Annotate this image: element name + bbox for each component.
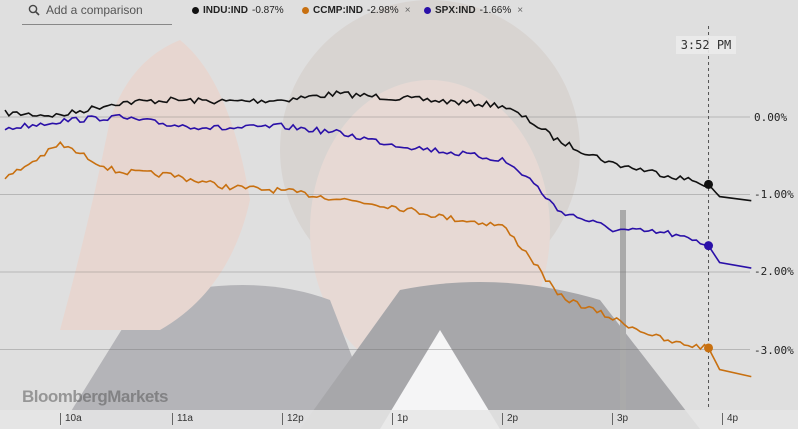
crosshair-point-indu	[704, 179, 714, 189]
crosshair-time-label: 3:52 PM	[676, 36, 736, 54]
crosshair-point-spx	[704, 241, 714, 251]
legend-change: -0.87%	[252, 5, 284, 16]
y-axis-label: -1.00%	[754, 188, 794, 201]
search-underline	[22, 24, 172, 25]
x-axis-label: 10a	[60, 413, 82, 425]
bloomberg-watermark: BloombergMarkets	[22, 387, 168, 406]
y-axis-label: 0.00%	[754, 111, 788, 124]
series-line-spx	[4, 113, 752, 269]
remove-icon[interactable]: ×	[517, 5, 524, 16]
series-line-ccmp	[4, 141, 752, 378]
x-axis-label: 11a	[172, 413, 193, 425]
series-dot-icon	[192, 7, 199, 14]
x-axis-label: 2p	[502, 413, 518, 425]
search-placeholder: Add a comparison	[46, 3, 143, 17]
x-axis-label: 12p	[282, 413, 304, 425]
x-axis	[0, 410, 798, 429]
series-dot-icon	[302, 7, 309, 14]
legend-item-spx[interactable]: SPX:IND -1.66% ×	[424, 5, 523, 16]
legend-symbol: CCMP:IND	[313, 5, 363, 16]
y-axis-label: -3.00%	[754, 344, 794, 357]
remove-icon[interactable]: ×	[404, 5, 411, 16]
search-icon	[28, 4, 40, 16]
legend-change: -1.66%	[479, 5, 512, 16]
series-dot-icon	[424, 7, 431, 14]
x-axis-label: 1p	[392, 413, 408, 425]
y-axis-label: -2.00%	[754, 265, 794, 278]
legend-change: -2.98%	[367, 5, 399, 16]
legend-bar: Add a comparison INDU:IND -0.87% CCMP:IN…	[0, 0, 798, 25]
legend-symbol: SPX:IND	[435, 5, 476, 16]
legend-item-ccmp[interactable]: CCMP:IND -2.98% ×	[302, 5, 411, 16]
series-line-indu	[4, 90, 752, 202]
legend-symbol: INDU:IND	[203, 5, 248, 16]
legend-item-indu[interactable]: INDU:IND -0.87%	[192, 5, 284, 16]
x-axis-label: 3p	[612, 413, 628, 425]
search-field[interactable]: Add a comparison	[28, 3, 143, 17]
crosshair-point-ccmp	[704, 343, 714, 353]
x-axis-label: 4p	[722, 413, 738, 425]
